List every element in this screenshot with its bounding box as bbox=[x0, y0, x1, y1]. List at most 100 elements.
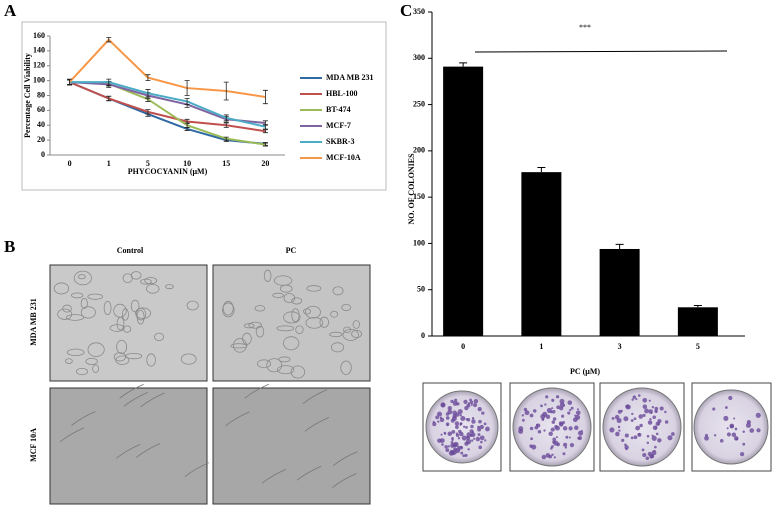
cell bbox=[103, 300, 112, 316]
cell bbox=[80, 306, 96, 319]
y-tick-label: 100 bbox=[33, 75, 45, 84]
cell bbox=[146, 353, 156, 367]
colony bbox=[455, 425, 459, 430]
y-tick-label: 0 bbox=[421, 331, 425, 340]
colony bbox=[455, 433, 460, 437]
colony bbox=[523, 407, 528, 412]
y-tick-label: 250 bbox=[413, 99, 425, 108]
series-line bbox=[69, 81, 266, 146]
legend-label: BT-474 bbox=[326, 105, 351, 114]
colony bbox=[652, 415, 657, 420]
colony bbox=[574, 425, 579, 431]
colony bbox=[653, 449, 656, 452]
colony bbox=[724, 406, 728, 409]
error-bar bbox=[262, 89, 268, 105]
cell bbox=[225, 411, 250, 427]
colony bbox=[459, 422, 463, 425]
cell bbox=[64, 358, 73, 364]
colony bbox=[654, 445, 657, 449]
colony bbox=[471, 419, 476, 424]
colony bbox=[575, 410, 581, 416]
y-axis-label: NO. OF COLONIES bbox=[407, 153, 416, 225]
colony bbox=[447, 409, 453, 415]
cell bbox=[306, 285, 322, 292]
cell bbox=[57, 308, 73, 320]
cell bbox=[232, 338, 247, 353]
y-tick-label: 20 bbox=[37, 135, 45, 144]
cell bbox=[180, 353, 197, 365]
colony bbox=[551, 420, 556, 424]
colony bbox=[733, 417, 736, 420]
colony bbox=[479, 424, 484, 430]
cell bbox=[71, 292, 84, 299]
colony bbox=[443, 432, 447, 435]
colony bbox=[633, 417, 637, 421]
error-bar bbox=[67, 78, 73, 86]
colony bbox=[441, 443, 444, 446]
cell bbox=[263, 269, 272, 282]
colony bbox=[552, 440, 556, 444]
colony bbox=[552, 437, 557, 442]
colony bbox=[436, 411, 443, 417]
cell bbox=[272, 292, 284, 298]
cell bbox=[85, 357, 98, 365]
panel-label: A bbox=[4, 1, 17, 20]
colony bbox=[462, 425, 466, 428]
cell bbox=[305, 305, 321, 319]
cell bbox=[333, 451, 358, 466]
error-bar bbox=[223, 114, 229, 122]
cell bbox=[123, 392, 149, 407]
cell bbox=[332, 473, 357, 488]
colony bbox=[559, 402, 565, 408]
colony bbox=[452, 400, 458, 406]
cell bbox=[130, 299, 140, 313]
y-tick-label: 100 bbox=[413, 238, 425, 247]
cell bbox=[304, 416, 330, 432]
colony bbox=[477, 427, 482, 432]
cell bbox=[154, 332, 165, 342]
cell bbox=[222, 300, 234, 316]
x-tick-label: 5 bbox=[696, 342, 700, 351]
bar bbox=[677, 307, 718, 336]
colony bbox=[657, 438, 662, 443]
colony bbox=[475, 436, 481, 442]
colony bbox=[467, 448, 470, 451]
colony bbox=[639, 423, 643, 428]
colony bbox=[642, 413, 646, 417]
colony bbox=[454, 398, 458, 402]
cell bbox=[319, 316, 330, 328]
cell bbox=[80, 298, 88, 309]
colony bbox=[637, 432, 642, 437]
colony bbox=[457, 409, 463, 415]
colony bbox=[567, 400, 573, 405]
colony bbox=[437, 438, 442, 443]
colony bbox=[472, 402, 478, 408]
colony bbox=[469, 400, 474, 405]
colony bbox=[574, 414, 577, 417]
colony bbox=[532, 409, 537, 413]
colony bbox=[450, 399, 454, 404]
y-tick-label: 200 bbox=[413, 146, 425, 155]
colony bbox=[567, 411, 571, 415]
colony bbox=[555, 395, 560, 399]
colony bbox=[638, 414, 643, 419]
colony bbox=[609, 427, 615, 433]
colony bbox=[621, 438, 625, 442]
panel-label: B bbox=[4, 237, 15, 256]
legend-label: MCF-7 bbox=[326, 121, 351, 130]
colony bbox=[545, 395, 549, 399]
cell bbox=[115, 443, 141, 459]
cell bbox=[352, 320, 360, 329]
cell bbox=[254, 305, 266, 312]
cell bbox=[140, 392, 165, 408]
colony bbox=[729, 424, 734, 429]
colony bbox=[524, 410, 530, 416]
colony bbox=[469, 433, 473, 438]
colony bbox=[620, 409, 623, 413]
colony bbox=[447, 406, 452, 411]
cell bbox=[230, 343, 248, 349]
colony bbox=[459, 414, 462, 417]
cell bbox=[351, 329, 362, 338]
colony bbox=[551, 398, 555, 402]
